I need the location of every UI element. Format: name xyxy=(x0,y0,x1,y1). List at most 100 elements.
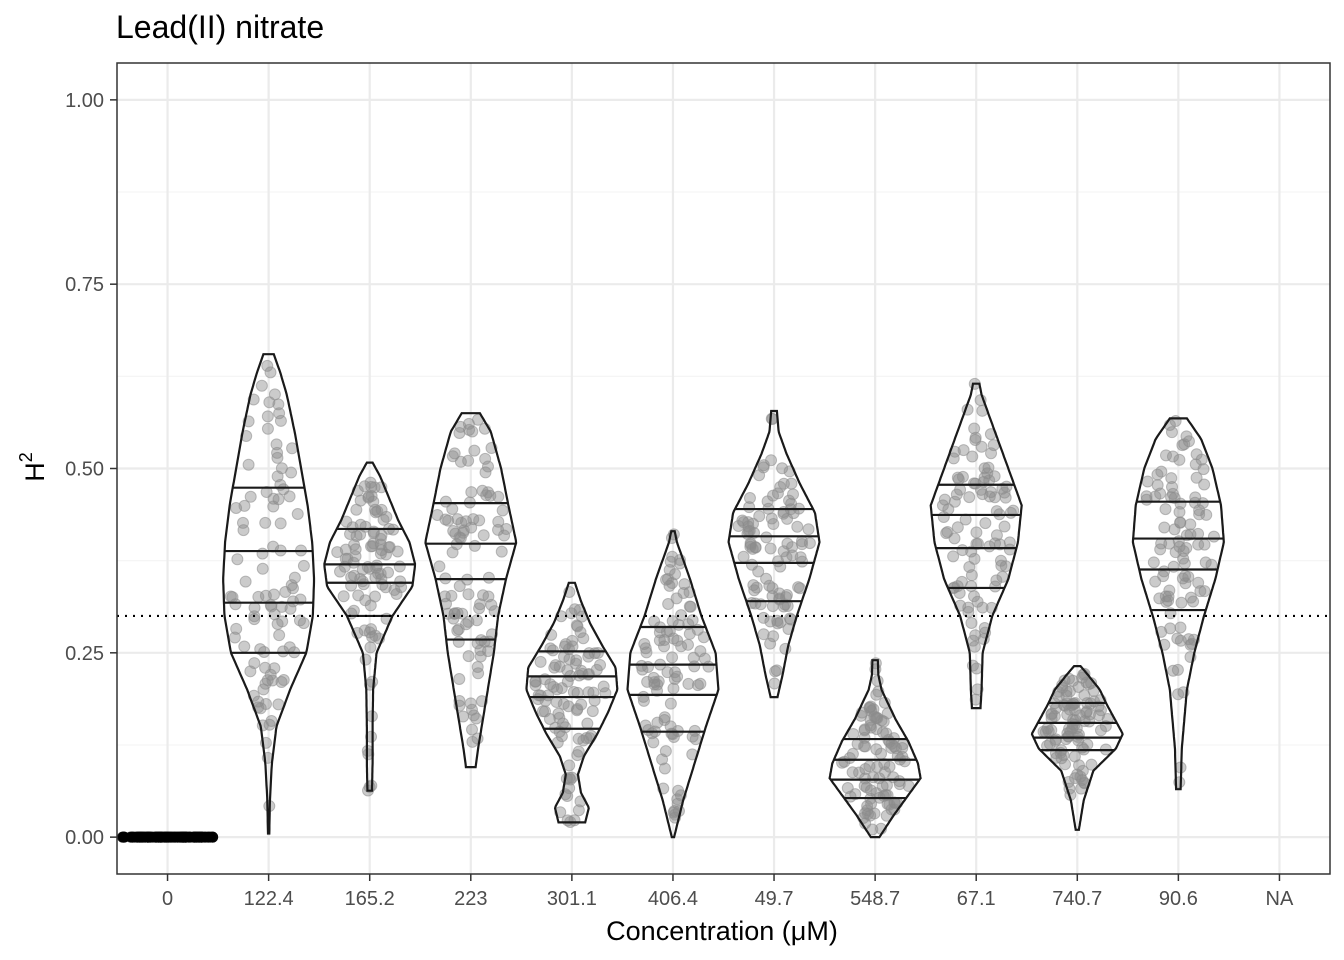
x-axis: 0 122.4 165.2 223 301.1 406.4 49.7 548.7 67.1 740… xyxy=(162,874,1294,910)
x-tick-label: 223 xyxy=(454,888,487,910)
jitter-point xyxy=(1177,545,1190,558)
jitter-point xyxy=(261,422,274,435)
jitter-point xyxy=(737,516,750,529)
jitter-point xyxy=(561,664,574,677)
jitter-point xyxy=(337,590,350,603)
jitter-point xyxy=(284,602,297,615)
jitter-point xyxy=(261,410,274,423)
jitter-point xyxy=(647,736,660,749)
y-axis-title-base: H xyxy=(20,462,50,482)
jitter-point xyxy=(1192,538,1205,551)
jitter-point xyxy=(969,477,982,490)
jitter-point xyxy=(985,447,998,460)
jitter-point xyxy=(747,517,760,530)
jitter-point xyxy=(473,602,486,615)
jitter-point xyxy=(495,545,508,558)
jitter-point xyxy=(846,766,859,779)
jitter-point xyxy=(1189,491,1202,504)
jitter-point xyxy=(273,629,286,642)
x-tick-label: 0 xyxy=(162,888,173,910)
jitter-point xyxy=(566,634,579,647)
jitter-point xyxy=(268,662,281,675)
jitter-point xyxy=(453,580,466,593)
jitter-point xyxy=(256,547,269,560)
jitter-point xyxy=(260,486,273,499)
jitter-point xyxy=(772,555,785,568)
jitter-point xyxy=(1159,503,1172,516)
jitter-point xyxy=(969,629,982,642)
jitter-point xyxy=(877,715,890,728)
jitter-point xyxy=(1194,585,1207,598)
jitter-point xyxy=(1141,475,1154,488)
jitter-point xyxy=(228,631,241,644)
jitter-point xyxy=(1076,741,1089,754)
jitter-point xyxy=(652,675,665,688)
jitter-point xyxy=(1172,535,1185,548)
jitter-point xyxy=(640,646,653,659)
jitter-point xyxy=(539,705,552,718)
jitter-point xyxy=(492,515,505,528)
jitter-point xyxy=(470,712,483,725)
jitter-point xyxy=(350,530,363,543)
jitter-point xyxy=(1182,633,1195,646)
chart-title: Lead(II) nitrate xyxy=(116,9,324,45)
jitter-point xyxy=(474,598,487,611)
jitter-point xyxy=(684,600,697,613)
x-axis-title: Concentration (μM) xyxy=(606,916,838,946)
jitter-point xyxy=(870,688,883,701)
jitter-point xyxy=(1195,453,1208,466)
jitter-point xyxy=(447,525,460,538)
jitter-point xyxy=(951,521,964,534)
jitter-point xyxy=(571,620,584,633)
jitter-point xyxy=(1101,712,1114,725)
jitter-point xyxy=(773,587,786,600)
jitter-point xyxy=(1166,487,1179,500)
jitter-point xyxy=(1147,556,1160,569)
jitter-point xyxy=(668,672,681,685)
jitter-point xyxy=(1154,543,1167,556)
jitter-point xyxy=(1151,468,1164,481)
jitter-point xyxy=(764,615,777,628)
jitter-point xyxy=(286,582,299,595)
jitter-point xyxy=(468,444,481,457)
jitter-point xyxy=(1076,671,1089,684)
jitter-point xyxy=(239,575,252,588)
jitter-point xyxy=(879,766,892,779)
jitter-point xyxy=(1158,521,1171,534)
jitter-point xyxy=(1197,463,1210,476)
jitter-point xyxy=(1168,523,1181,536)
jitter-point xyxy=(983,474,996,487)
jitter-point xyxy=(270,438,283,451)
jitter-point xyxy=(334,565,347,578)
jitter-point xyxy=(364,476,377,489)
jitter-point xyxy=(1165,426,1178,439)
jitter-point xyxy=(230,622,243,635)
jitter-point xyxy=(1174,621,1187,634)
jitter-point xyxy=(152,831,164,843)
jitter-point xyxy=(966,450,979,463)
jitter-point xyxy=(777,545,790,558)
jitter-point xyxy=(962,605,975,618)
jitter-point xyxy=(970,662,983,675)
jitter-point xyxy=(979,517,992,530)
jitter-point xyxy=(969,431,982,444)
jitter-point xyxy=(757,459,770,472)
jitter-point xyxy=(477,529,490,542)
jitter-point xyxy=(694,677,707,690)
jitter-point xyxy=(864,784,877,797)
jitter-point xyxy=(563,759,576,772)
jitter-point xyxy=(970,526,983,539)
jitter-point xyxy=(283,641,296,654)
jitter-point xyxy=(1184,528,1197,541)
jitter-point xyxy=(354,572,367,585)
jitter-point xyxy=(275,462,288,475)
jitter-point xyxy=(1060,685,1073,698)
jitter-point xyxy=(760,572,773,585)
jitter-point xyxy=(465,486,478,499)
jitter-point xyxy=(791,520,804,533)
jitter-point xyxy=(587,686,600,699)
violin-49.7 xyxy=(727,409,821,699)
jitter-point xyxy=(658,640,671,653)
jitter-point xyxy=(890,742,903,755)
